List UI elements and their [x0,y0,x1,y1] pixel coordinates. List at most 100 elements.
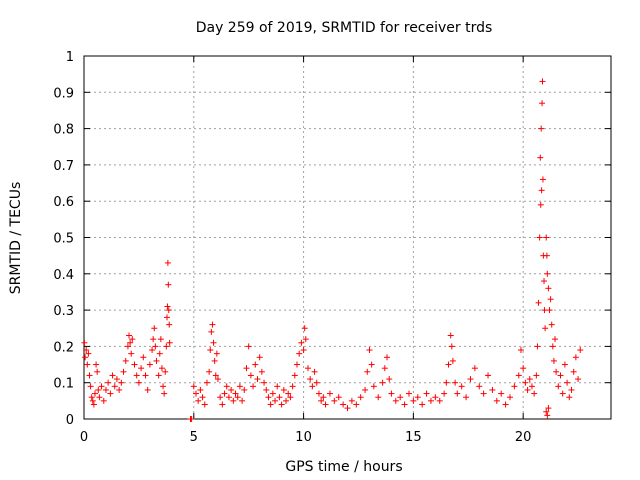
y-axis-label: SRMTID / TECUs [8,182,24,295]
y-tick-label: 0.1 [53,377,74,392]
y-tick-label: 1 [66,50,74,65]
data-point [105,379,112,386]
data-point [384,354,391,361]
data-point [152,343,159,350]
data-point [463,394,470,401]
data-point [209,321,216,328]
data-point [344,405,351,412]
data-point [357,394,364,401]
chart-title: Day 259 of 2019, SRMTID for receiver trd… [196,20,493,36]
data-point [133,372,140,379]
data-point [153,357,160,364]
data-point [304,365,311,372]
data-point [150,336,157,343]
data-point [122,357,129,364]
x-axis-label: GPS time / hours [285,459,402,475]
data-point [96,394,103,401]
data-point [539,78,546,85]
data-point [375,394,382,401]
y-tick-label: 0 [66,413,74,428]
data-point [381,365,388,372]
data-point [230,397,237,404]
data-point [126,332,133,339]
data-point [144,386,151,393]
data-point [539,100,546,107]
data-point [269,390,276,397]
data-point [236,383,243,390]
data-point [155,372,162,379]
data-point [320,394,327,401]
data-point [135,379,142,386]
y-tick-label: 0.7 [53,159,74,174]
data-point [536,234,543,241]
data-point [254,376,261,383]
data-point [131,361,138,368]
data-point [94,368,101,375]
data-point [555,383,562,390]
data-point [427,397,434,404]
data-point [545,405,552,412]
data-point [285,390,292,397]
data-point [537,201,544,208]
data-point [146,361,153,368]
data-point [543,234,550,241]
data-point [102,386,109,393]
data-point [188,416,195,422]
data-point [537,154,544,161]
data-point [267,401,274,408]
data-point [283,397,290,404]
y-tick-label: 0.8 [53,123,74,138]
data-point [368,361,375,368]
data-point [287,394,294,401]
data-point [258,368,265,375]
data-point [301,325,308,332]
data-point [192,390,199,397]
data-point [166,321,173,328]
data-point [203,379,210,386]
plot-frame [83,55,612,420]
x-tick-label: 0 [80,430,88,445]
data-point [452,379,459,386]
data-point [158,365,165,372]
data-point [127,339,134,346]
x-tick-label: 20 [515,430,532,445]
data-point [538,187,545,194]
data-point [366,347,373,354]
data-point [93,361,100,368]
data-point [485,372,492,379]
data-point [388,390,395,397]
y-tick-label: 0.6 [53,195,74,210]
data-point [111,383,118,390]
data-point [214,376,221,383]
data-point [107,390,114,397]
x-tick-label: 15 [405,430,422,445]
y-tick-label: 0.5 [53,232,74,247]
gridlines [84,56,611,419]
data-point [247,372,254,379]
data-point [206,368,213,375]
data-point [274,383,281,390]
data-point [311,368,318,375]
data-point [545,285,552,292]
data-point [160,383,167,390]
data-point [207,347,214,354]
data-point [88,394,95,401]
data-point [243,365,250,372]
data-point [575,376,582,383]
data-point [353,401,360,408]
data-point [210,339,217,346]
data-point [164,303,171,310]
data-point [318,397,325,404]
data-point [245,343,252,350]
data-point [432,394,439,401]
data-point [228,386,235,393]
data-point [533,372,540,379]
data-point [165,307,172,314]
data-point [458,383,465,390]
data-point [289,383,296,390]
data-point [549,343,556,350]
data-point [566,394,573,401]
data-point [543,252,550,259]
y-tick-label: 0.4 [53,268,74,283]
